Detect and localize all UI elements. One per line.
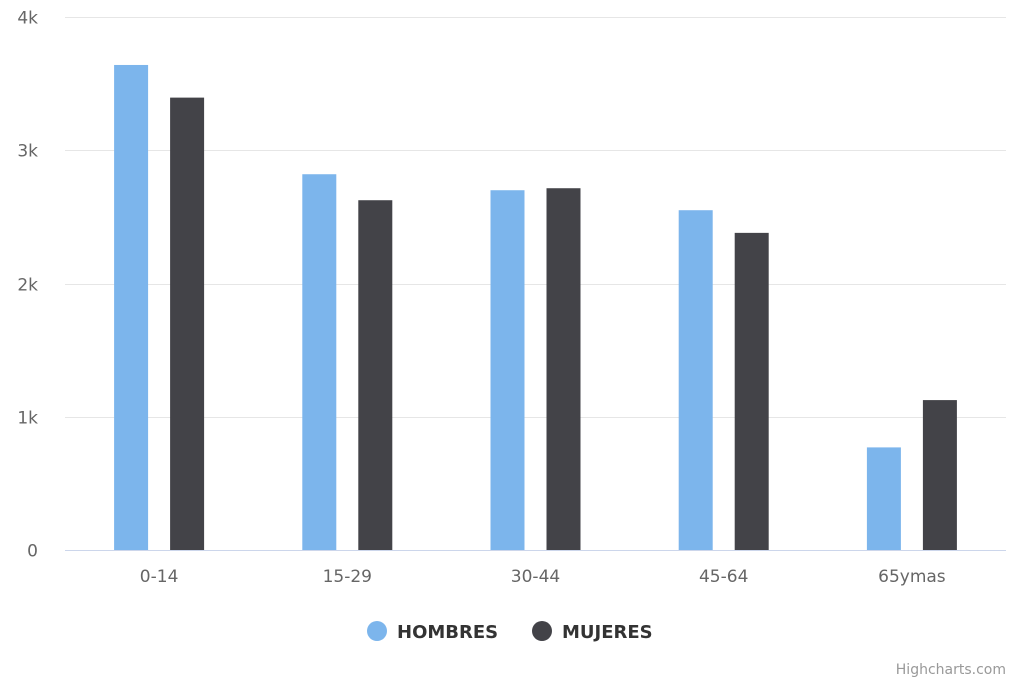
- bar-mujeres-30-44[interactable]: [546, 188, 581, 550]
- x-tick-label: 0-14: [140, 567, 179, 587]
- bar-hombres-45-64[interactable]: [678, 210, 713, 550]
- bar-hombres-15-29[interactable]: [302, 174, 337, 551]
- bar-mujeres-45-64[interactable]: [734, 232, 769, 551]
- y-tick-label: 4k: [17, 9, 38, 29]
- legend-label: MUJERES: [562, 622, 653, 643]
- legend-item-mujeres[interactable]: MUJERES: [532, 621, 653, 643]
- legend: HOMBRES MUJERES: [367, 621, 653, 643]
- bar-hombres-30-44[interactable]: [490, 190, 525, 550]
- legend-marker: [532, 621, 552, 641]
- y-axis-labels: 0 1k 2k 3k 4k: [17, 9, 38, 562]
- legend-label: HOMBRES: [397, 622, 498, 643]
- bar-hombres-0-14[interactable]: [114, 64, 149, 550]
- legend-marker: [367, 621, 387, 641]
- credits-text[interactable]: Highcharts.com: [896, 662, 1006, 678]
- x-tick-label: 30-44: [511, 567, 560, 587]
- bars: [114, 64, 957, 551]
- legend-item-hombres[interactable]: HOMBRES: [367, 621, 498, 643]
- x-tick-label: 65ymas: [878, 567, 946, 587]
- y-tick-label: 1k: [17, 409, 38, 429]
- x-axis-labels: 0-14 15-29 30-44 45-64 65ymas: [140, 567, 946, 587]
- grid-lines: [65, 17, 1006, 418]
- y-tick-label: 2k: [17, 276, 38, 296]
- y-tick-label: 3k: [17, 142, 38, 162]
- bar-hombres-65ymas[interactable]: [866, 447, 901, 550]
- bar-mujeres-0-14[interactable]: [170, 97, 205, 551]
- x-tick-label: 15-29: [323, 567, 372, 587]
- bar-mujeres-65ymas[interactable]: [922, 400, 957, 550]
- y-tick-label: 0: [27, 542, 38, 562]
- bar-mujeres-15-29[interactable]: [358, 200, 393, 550]
- x-tick-label: 45-64: [699, 567, 748, 587]
